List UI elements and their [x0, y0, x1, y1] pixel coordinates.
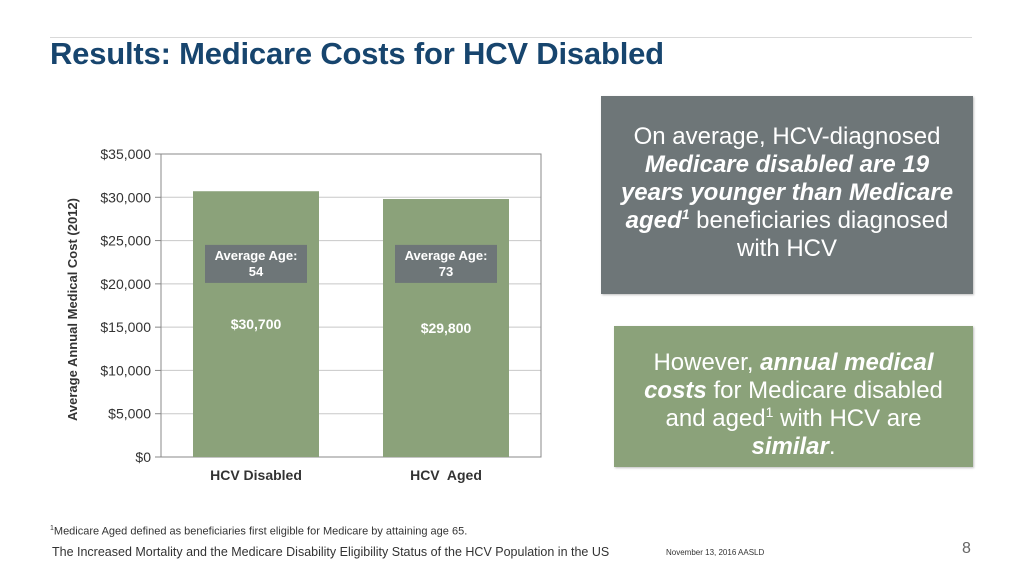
callout-1-line-3: years younger than Medicare — [620, 179, 954, 206]
callout-2-line-3-rest: with HCV are — [773, 405, 922, 432]
bar-value-label: $30,700 — [231, 316, 282, 332]
callout-1-line-4: beneficiaries diagnosed — [689, 207, 949, 234]
callout-2-superscript: 1 — [765, 404, 774, 420]
age-label-line-2: 54 — [249, 264, 264, 279]
y-tick-label: $20,000 — [100, 276, 151, 292]
callout-1-line-1: On average, HCV-diagnosed — [633, 123, 941, 150]
y-tick-label: $25,000 — [100, 233, 151, 249]
callout-2-line-2-bold: costs — [644, 377, 707, 404]
title-rule — [50, 37, 972, 38]
callout-2-line-3: and aged — [665, 405, 766, 432]
age-label-box — [205, 244, 307, 283]
callout-costs-similar: However, annual medical costs for Medica… — [614, 326, 973, 467]
callout-1-line-4-bold: aged — [625, 207, 682, 234]
bar-chart: $0 $5,000 $10,000 $15,000 $20,000 $25,000 $30,… — [65, 146, 542, 483]
callout-1-superscript: 1 — [681, 206, 690, 222]
bar — [193, 191, 319, 457]
y-tick-label: $10,000 — [100, 362, 151, 378]
callout-1-line-2: Medicare disabled are 19 — [644, 151, 930, 178]
footer-title: The Increased Mortality and the Medicare… — [52, 545, 610, 559]
footnote-marker: 1 — [50, 525, 54, 532]
page-title: Results: Medicare Costs for HCV Disabled — [50, 36, 664, 71]
y-tick-label: $35,000 — [100, 146, 151, 162]
y-axis-title: Average Annual Medical Cost (2012) — [65, 198, 80, 421]
y-tick-label: $15,000 — [100, 319, 151, 335]
callout-2-line-4: . — [828, 433, 836, 460]
age-label-line-2: 73 — [439, 264, 453, 279]
callout-2-line-1: However, — [653, 349, 761, 376]
callout-age-difference: On average, HCV-diagnosed Medicare disab… — [601, 96, 973, 294]
y-tick-label: $5,000 — [108, 406, 151, 422]
footnote-text: Medicare Aged defined as beneficiaries f… — [53, 525, 468, 538]
plot-frame — [160, 153, 542, 458]
callout-1-line-5: with HCV — [736, 235, 838, 262]
y-tick-label: $30,000 — [100, 189, 151, 205]
x-category-label: HCV Disabled — [210, 467, 302, 483]
age-label-line-1: Average Age: — [405, 248, 488, 263]
bar — [383, 199, 509, 457]
age-label-line-1: Average Age: — [215, 248, 298, 263]
bar-value-label: $29,800 — [421, 320, 472, 336]
callout-2-line-4-bold: similar — [751, 433, 829, 460]
page-number: 8 — [962, 540, 971, 557]
footnote: 1Medicare Aged defined as beneficiaries … — [50, 525, 467, 538]
callout-2-line-2: for Medicare disabled — [706, 377, 943, 404]
age-label-box — [395, 244, 497, 283]
y-tick-label: $0 — [135, 449, 151, 465]
x-category-label: HCV Aged — [410, 467, 482, 483]
footer-date: November 13, 2016 AASLD — [666, 548, 765, 557]
callout-2-line-1-bold: annual medical — [760, 349, 934, 376]
